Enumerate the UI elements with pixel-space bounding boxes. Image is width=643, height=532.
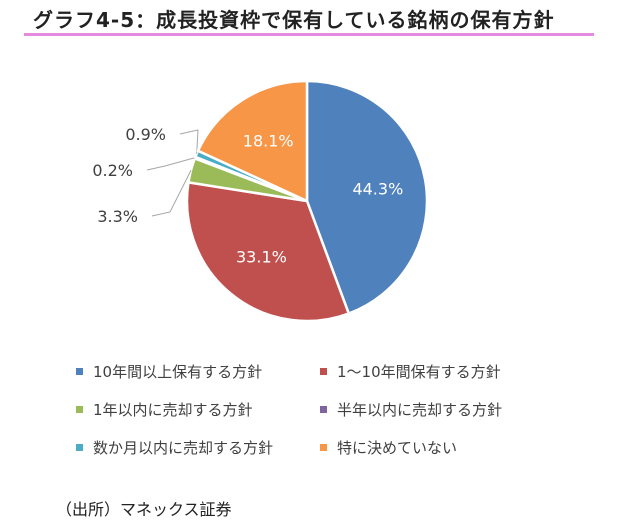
- legend-item-3: 半年以内に売却する方針: [320, 399, 502, 420]
- legend-swatch: [320, 406, 327, 413]
- legend-item-4: 数か月以内に売却する方針: [76, 437, 273, 458]
- leader-line-3: [146, 157, 196, 171]
- legend-item-0: 10年間以上保有する方針: [76, 361, 262, 382]
- legend-label: 10年間以上保有する方針: [93, 363, 263, 381]
- legend-swatch: [76, 368, 83, 375]
- legend-label: 特に決めていない: [337, 439, 458, 457]
- legend-label: 1年以内に売却する方針: [93, 401, 253, 419]
- leader-line-4: [179, 129, 199, 154]
- pie-slice-5: [196, 79, 309, 203]
- pie-chart: 44.3% 33.1% 3.3% 0.2% 0.9% 18.1%: [92, 79, 429, 323]
- legend-item-1: 1～10年間保有する方針: [320, 361, 501, 382]
- data-label-5: 18.1%: [243, 131, 294, 150]
- source-note: （出所）マネックス証券: [56, 500, 232, 519]
- legend-item-2: 1年以内に売却する方針: [76, 399, 253, 420]
- legend-swatch: [320, 444, 327, 451]
- leader-line-2: [151, 169, 192, 217]
- data-label-4: 0.9%: [125, 125, 166, 144]
- legend-label: 半年以内に売却する方針: [337, 401, 503, 419]
- data-label-1: 33.1%: [236, 248, 287, 267]
- data-label-3: 0.2%: [92, 161, 133, 180]
- title-underline: [24, 33, 594, 36]
- legend-swatch: [76, 444, 83, 451]
- data-label-0: 44.3%: [352, 179, 403, 198]
- pie-slice-1: [185, 180, 351, 323]
- legend-label: 数か月以内に売却する方針: [93, 439, 274, 457]
- pie-slice-0: [305, 79, 429, 316]
- legend-label: 1～10年間保有する方針: [337, 363, 501, 381]
- legend-swatch: [320, 368, 327, 375]
- legend-item-5: 特に決めていない: [320, 437, 457, 458]
- data-label-2: 3.3%: [97, 207, 138, 226]
- chart-title: グラフ4-5：成長投資枠で保有している銘柄の保有方針: [33, 8, 555, 32]
- legend-swatch: [76, 406, 83, 413]
